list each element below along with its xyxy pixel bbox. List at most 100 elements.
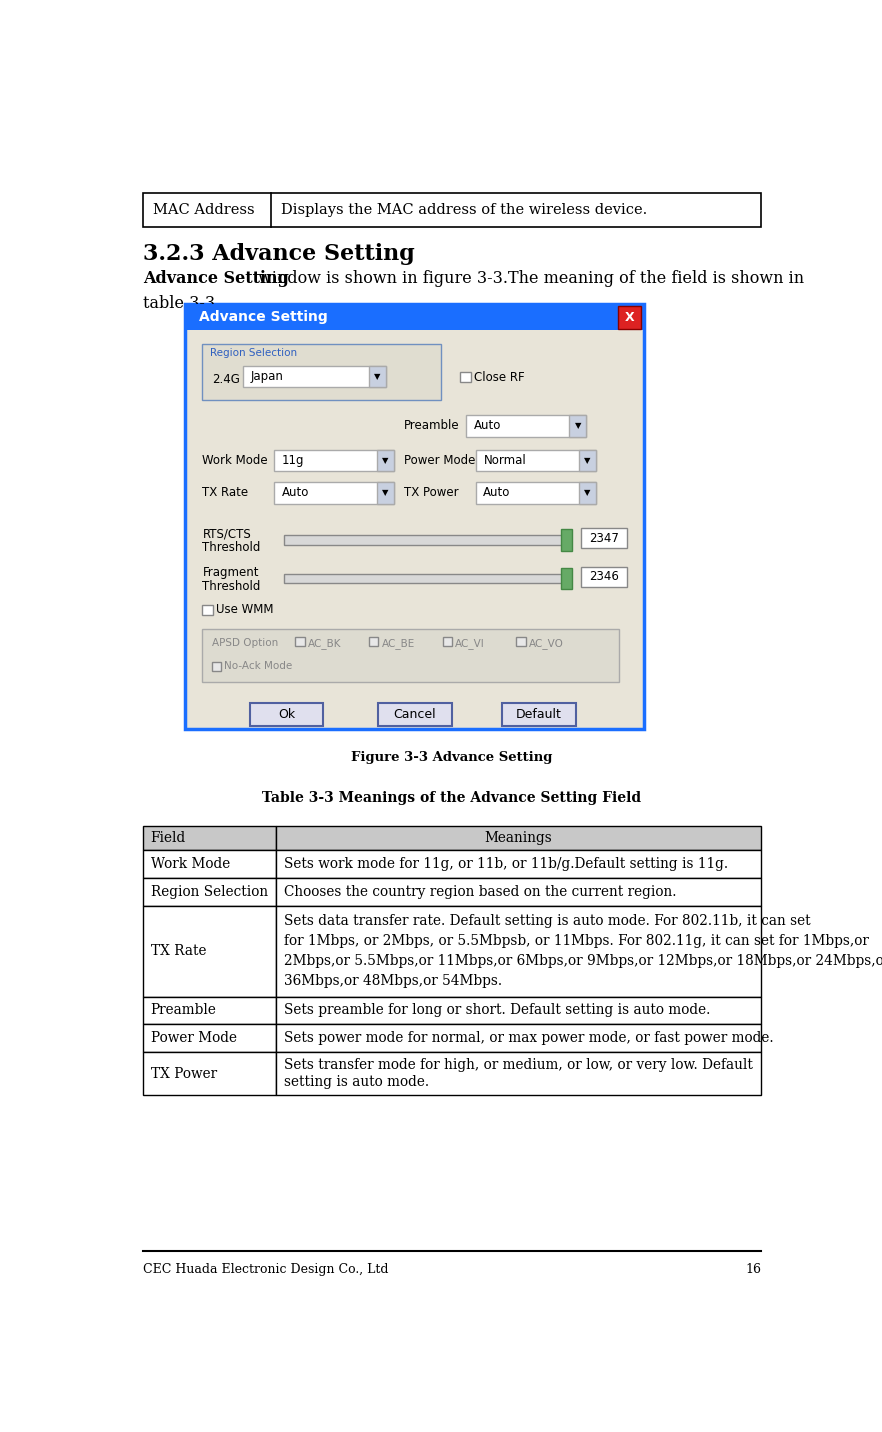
Bar [185, 304, 644, 729]
Text: Cancel: Cancel [393, 709, 436, 722]
Bar [295, 637, 305, 646]
Text: Preamble: Preamble [404, 420, 460, 432]
Bar [580, 567, 627, 587]
Text: AC_VO: AC_VO [528, 637, 564, 649]
Text: ▼: ▼ [575, 421, 581, 431]
Text: Japan: Japan [250, 369, 283, 384]
Bar [579, 483, 595, 504]
Bar [276, 997, 761, 1024]
Text: Default: Default [516, 709, 562, 722]
Text: AC_BE: AC_BE [382, 637, 415, 649]
Bar [443, 637, 452, 646]
Bar [273, 450, 394, 471]
Bar [475, 483, 595, 504]
Bar [378, 703, 452, 726]
Text: Region Selection: Region Selection [151, 885, 267, 899]
Text: TX Rate: TX Rate [151, 944, 206, 958]
Text: Preamble: Preamble [151, 1004, 216, 1017]
Text: Work Mode: Work Mode [151, 858, 230, 871]
Bar [276, 826, 761, 851]
Text: Meanings: Meanings [484, 831, 552, 845]
Text: 16: 16 [745, 1263, 761, 1276]
Text: Close RF: Close RF [474, 371, 524, 384]
Bar [143, 826, 276, 851]
Text: CEC Huada Electronic Design Co., Ltd: CEC Huada Electronic Design Co., Ltd [143, 1263, 388, 1276]
Bar [143, 997, 276, 1024]
Bar [369, 367, 386, 388]
Bar [377, 450, 394, 471]
Text: Advance Setting: Advance Setting [143, 271, 288, 288]
Text: No-Ack Mode: No-Ack Mode [224, 662, 293, 672]
Bar [516, 637, 526, 646]
Text: 3.2.3 Advance Setting: 3.2.3 Advance Setting [143, 242, 415, 265]
Text: Displays the MAC address of the wireless device.: Displays the MAC address of the wireless… [280, 203, 647, 218]
Text: Use WMM: Use WMM [216, 603, 274, 616]
Text: TX Rate: TX Rate [203, 487, 249, 500]
Text: Power Mode: Power Mode [151, 1031, 236, 1045]
Bar [284, 536, 567, 544]
Text: Sets work mode for 11g, or 11b, or 11b/g.Default setting is 11g.: Sets work mode for 11g, or 11b, or 11b/g… [283, 858, 728, 871]
Bar [243, 367, 386, 388]
Bar [250, 703, 323, 726]
Bar [276, 851, 761, 878]
Text: ▼: ▼ [584, 488, 590, 497]
Text: Sets data transfer rate. Default setting is auto mode. For 802.11b, it can set: Sets data transfer rate. Default setting… [283, 914, 811, 928]
Text: 11g: 11g [281, 454, 304, 467]
Text: AC_BK: AC_BK [308, 637, 341, 649]
Bar [212, 662, 221, 670]
Bar [377, 483, 394, 504]
Text: Advance Setting: Advance Setting [199, 311, 328, 325]
Bar [143, 878, 276, 905]
Text: Work Mode: Work Mode [203, 454, 268, 467]
Text: Auto: Auto [483, 487, 511, 500]
Text: Power Mode: Power Mode [404, 454, 475, 467]
Text: Auto: Auto [281, 487, 309, 500]
Text: window is shown in figure 3-3.The meaning of the field is shown in: window is shown in figure 3-3.The meanin… [253, 271, 804, 288]
Text: ▼: ▼ [382, 488, 389, 497]
Bar [143, 905, 276, 997]
Bar [203, 344, 441, 400]
Text: Sets preamble for long or short. Default setting is auto mode.: Sets preamble for long or short. Default… [283, 1004, 710, 1017]
Text: Sets power mode for normal, or max power mode, or fast power mode.: Sets power mode for normal, or max power… [283, 1031, 774, 1045]
Text: Region Selection: Region Selection [210, 348, 297, 358]
Bar [561, 528, 572, 551]
Bar [203, 604, 213, 616]
Bar [276, 1053, 761, 1095]
Text: setting is auto mode.: setting is auto mode. [283, 1075, 429, 1090]
Bar [143, 1053, 276, 1095]
Text: RTS/CTS: RTS/CTS [203, 527, 251, 540]
Text: 2346: 2346 [589, 570, 619, 583]
Bar [143, 1024, 276, 1053]
Bar [273, 483, 394, 504]
Text: TX Power: TX Power [151, 1067, 217, 1081]
Bar [185, 304, 644, 331]
Text: Threshold: Threshold [203, 541, 261, 554]
Text: TX Power: TX Power [404, 487, 459, 500]
Text: Normal: Normal [483, 454, 527, 467]
Bar [475, 450, 595, 471]
Bar [467, 415, 587, 437]
Bar [276, 905, 761, 997]
Bar [580, 528, 627, 548]
Text: ▼: ▼ [382, 455, 389, 465]
Text: Figure 3-3 Advance Setting: Figure 3-3 Advance Setting [351, 750, 553, 763]
Bar [143, 851, 276, 878]
Bar [276, 1024, 761, 1053]
Bar [570, 415, 587, 437]
Text: Threshold: Threshold [203, 580, 261, 593]
Text: Fragment: Fragment [203, 566, 259, 579]
Text: Ok: Ok [278, 709, 295, 722]
Text: 2Mbps,or 5.5Mbps,or 11Mbps,or 6Mbps,or 9Mbps,or 12Mbps,or 18Mbps,or 24Mbps,or: 2Mbps,or 5.5Mbps,or 11Mbps,or 6Mbps,or 9… [283, 954, 882, 968]
Bar [618, 306, 641, 329]
Text: AC_VI: AC_VI [455, 637, 485, 649]
Text: 2347: 2347 [589, 531, 619, 544]
Text: Table 3-3 Meanings of the Advance Setting Field: Table 3-3 Meanings of the Advance Settin… [263, 790, 641, 805]
Bar [460, 372, 470, 382]
Bar [284, 574, 567, 583]
Text: 2.4G: 2.4G [212, 374, 240, 387]
Text: MAC Address: MAC Address [153, 203, 255, 218]
Bar [203, 629, 618, 682]
Text: APSD Option: APSD Option [212, 639, 278, 649]
Text: Sets transfer mode for high, or medium, or low, or very low. Default: Sets transfer mode for high, or medium, … [283, 1058, 752, 1073]
Text: ▼: ▼ [374, 372, 381, 381]
